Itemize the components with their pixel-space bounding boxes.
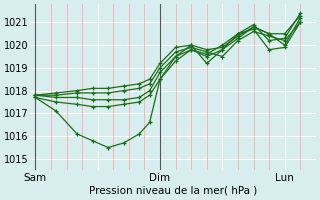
X-axis label: Pression niveau de la mer( hPa ): Pression niveau de la mer( hPa ) [89, 186, 257, 196]
